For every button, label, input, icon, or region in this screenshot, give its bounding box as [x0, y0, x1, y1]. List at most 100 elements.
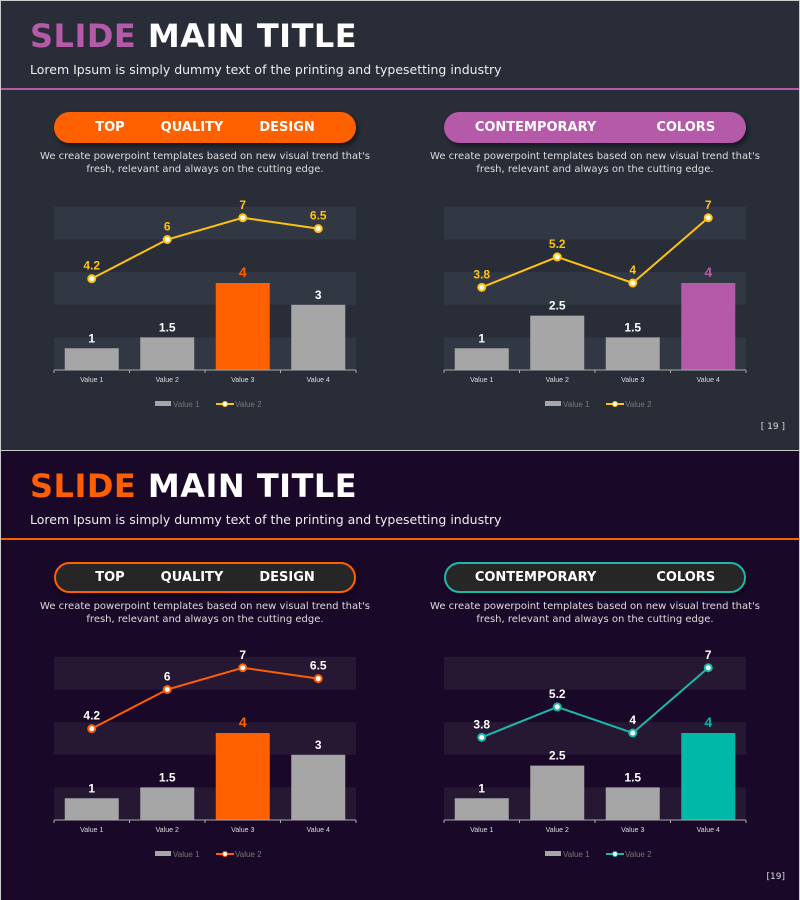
- bar-value-label: 1: [88, 331, 95, 345]
- grid-band: [54, 722, 356, 755]
- bar-value-label: 1: [88, 781, 95, 795]
- legend-line-marker: [222, 851, 228, 857]
- line-value-label: 5.2: [549, 687, 566, 701]
- line-value-label: 4: [629, 713, 636, 727]
- line-value-label: 4: [629, 263, 636, 277]
- legend-bar-swatch: [545, 401, 561, 406]
- bar-value-label: 3: [315, 738, 322, 752]
- bar: [215, 733, 270, 820]
- bar: [291, 754, 346, 820]
- bar-value-label: 3: [315, 288, 322, 302]
- category-label: Value 2: [546, 827, 569, 834]
- panel-description: We create powerpoint templates based on …: [40, 601, 370, 625]
- bar-value-label: 1.5: [159, 320, 176, 334]
- line-point: [162, 235, 172, 244]
- legend-label: Value 1: [173, 850, 200, 859]
- bar-value-label: 1.5: [159, 770, 176, 784]
- line-value-label: 5.2: [549, 237, 566, 251]
- legend-line-marker: [222, 401, 228, 407]
- legend-bar-swatch: [155, 401, 171, 406]
- bar: [140, 787, 195, 820]
- grid-band: [54, 206, 356, 240]
- series-line: [91, 666, 319, 730]
- line-value-label: 7: [239, 648, 246, 662]
- category-label: Value 4: [697, 827, 720, 834]
- title-rest: MAIN TITLE: [147, 17, 358, 55]
- category-label: Value 3: [621, 827, 644, 834]
- bar-value-label: 4: [239, 714, 247, 730]
- bar-value-label: 1: [478, 331, 485, 345]
- header-word: TOP: [95, 120, 125, 135]
- combo-chart: 1 Value 1 2.5 Value 2 1.5 Value 3 4 Value 4 3.8 5…: [443, 198, 747, 409]
- category-label: Value 2: [156, 827, 179, 834]
- combo-chart: 1 Value 1 1.5 Value 2 4 Value 3 3 Value 4 4.2 6 7 6…: [53, 648, 357, 859]
- category-label: Value 1: [470, 377, 493, 384]
- panel-description: We create powerpoint templates based on …: [430, 601, 760, 625]
- bar: [681, 283, 736, 370]
- bar-value-label: 4: [704, 714, 712, 730]
- title-accent: SLIDE: [30, 467, 137, 505]
- legend-bar-swatch: [155, 851, 171, 856]
- panel-header-right: CONTEMPORARY COLORS: [444, 562, 746, 593]
- bar: [530, 765, 585, 820]
- page-number: [ 19 ]: [760, 422, 785, 432]
- series-line: [481, 666, 709, 739]
- category-label: Value 3: [231, 377, 254, 384]
- line-point: [313, 674, 323, 684]
- bar-value-label: 2.5: [549, 299, 566, 313]
- line-point: [238, 663, 248, 673]
- series-line: [91, 216, 319, 280]
- series-line: [481, 216, 709, 289]
- slide-1: SLIDE MAIN TITLE Lorem Ipsum is simply d…: [1, 1, 799, 450]
- bar-value-label: 1.5: [624, 320, 641, 334]
- slide-2: SLIDE MAIN TITLE Lorem Ipsum is simply d…: [1, 451, 799, 900]
- legend-label: Value 2: [625, 850, 652, 859]
- line-point: [628, 728, 638, 738]
- bar: [64, 348, 119, 370]
- grid-band: [444, 206, 746, 240]
- grid-band: [54, 656, 356, 690]
- bar: [64, 798, 119, 820]
- bar-value-label: 1: [478, 781, 485, 795]
- bar-value-label: 4: [239, 264, 247, 280]
- line-value-label: 6.5: [310, 209, 327, 223]
- header-word: COLORS: [656, 570, 716, 585]
- page-number: [19]: [766, 872, 785, 882]
- legend-bar-swatch: [545, 851, 561, 856]
- slide-title: SLIDE MAIN TITLE: [30, 467, 357, 505]
- bar: [681, 733, 736, 820]
- line-value-label: 4.2: [83, 709, 100, 723]
- bar: [140, 337, 195, 370]
- line-point: [703, 213, 713, 223]
- line-point: [552, 702, 562, 712]
- legend-label: Value 1: [173, 400, 200, 409]
- grid-band: [444, 656, 746, 690]
- legend-line-marker: [612, 401, 618, 407]
- line-value-label: 3.8: [473, 267, 490, 281]
- legend-label: Value 1: [563, 400, 590, 409]
- slide-subtitle: Lorem Ipsum is simply dummy text of the …: [30, 62, 502, 77]
- bar: [291, 304, 346, 370]
- line-point: [477, 732, 487, 742]
- legend-label: Value 2: [625, 400, 652, 409]
- divider: [1, 88, 799, 90]
- category-label: Value 4: [307, 827, 330, 834]
- header-word: QUALITY: [160, 570, 224, 585]
- header-word: CONTEMPORARY: [474, 120, 597, 135]
- category-label: Value 1: [80, 827, 103, 834]
- combo-chart: 1 Value 1 1.5 Value 2 4 Value 3 3 Value 4 4.2 6 7 6…: [53, 198, 357, 409]
- bar: [530, 315, 585, 370]
- line-value-label: 6.5: [310, 659, 327, 673]
- bar-value-label: 1.5: [624, 770, 641, 784]
- category-label: Value 1: [470, 827, 493, 834]
- legend-label: Value 1: [563, 850, 590, 859]
- category-label: Value 3: [231, 827, 254, 834]
- line-point: [703, 663, 713, 673]
- header-word: DESIGN: [259, 570, 315, 585]
- legend-label: Value 2: [235, 850, 262, 859]
- bar: [454, 798, 509, 820]
- bar: [605, 337, 660, 370]
- bar-value-label: 2.5: [549, 749, 566, 763]
- line-point: [477, 282, 487, 292]
- divider: [1, 538, 799, 540]
